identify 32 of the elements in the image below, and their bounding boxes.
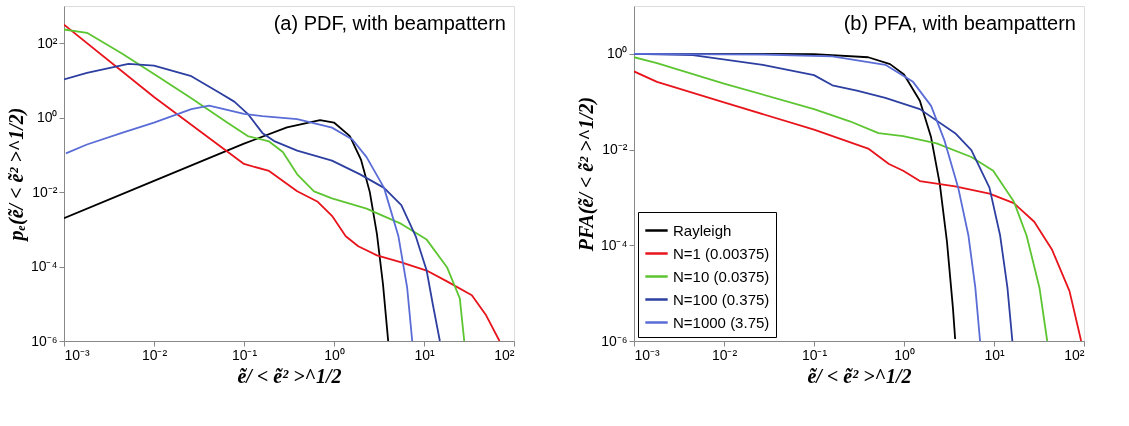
x-tick-label: 10⁻¹ — [231, 346, 258, 363]
y-tick-label: 10⁻² — [602, 141, 628, 158]
y-tick-label: 10⁻⁴ — [600, 236, 628, 253]
x-tick-label: 10² — [1064, 346, 1085, 363]
x-tick-label: 10⁻¹ — [801, 346, 828, 363]
x-tick-label: 10⁻³ — [634, 346, 661, 363]
x-tick-label: 10² — [494, 346, 515, 363]
x-tick-label: 10⁻² — [711, 346, 738, 363]
y-tick-label: 10⁰ — [606, 45, 628, 62]
legend-label: N=10 (0.0375) — [673, 267, 770, 285]
x-axis-title: ẽ/ < ẽ² >^1/2 — [237, 364, 342, 387]
y-axis-title: pₑ(ẽ/ < ẽ² >^1/2) — [4, 107, 28, 243]
x-tick-label: 10⁰ — [324, 346, 345, 363]
chart-title: (b) PFA, with beampattern — [843, 12, 1076, 34]
legend-label: N=1 (0.00375) — [673, 244, 770, 262]
y-tick-label: 10² — [37, 34, 58, 51]
legend-label: N=1000 (3.75) — [673, 313, 770, 331]
y-tick-label: 10⁻⁴ — [30, 258, 58, 275]
x-tick-label: 10⁻² — [141, 346, 168, 363]
y-tick-label: 10⁻² — [32, 183, 58, 200]
chart-title: (a) PDF, with beampattern — [273, 12, 506, 34]
x-tick-label: 10¹ — [984, 346, 1005, 363]
y-axis-title: PFA(ẽ/ < ẽ² >^1/2) — [574, 96, 598, 253]
x-tick-label: 10⁰ — [894, 346, 915, 363]
y-tick-label: 10⁰ — [36, 109, 58, 126]
x-tick-label: 10¹ — [414, 346, 435, 363]
y-tick-label: 10⁻⁶ — [31, 332, 58, 349]
x-tick-label: 10⁻³ — [64, 346, 91, 363]
y-tick-label: 10⁻⁶ — [601, 332, 628, 349]
x-axis-title: ẽ/ < ẽ² >^1/2 — [807, 364, 912, 387]
legend-label: N=100 (0.375) — [673, 290, 770, 308]
legend-label: Rayleigh — [673, 221, 732, 239]
